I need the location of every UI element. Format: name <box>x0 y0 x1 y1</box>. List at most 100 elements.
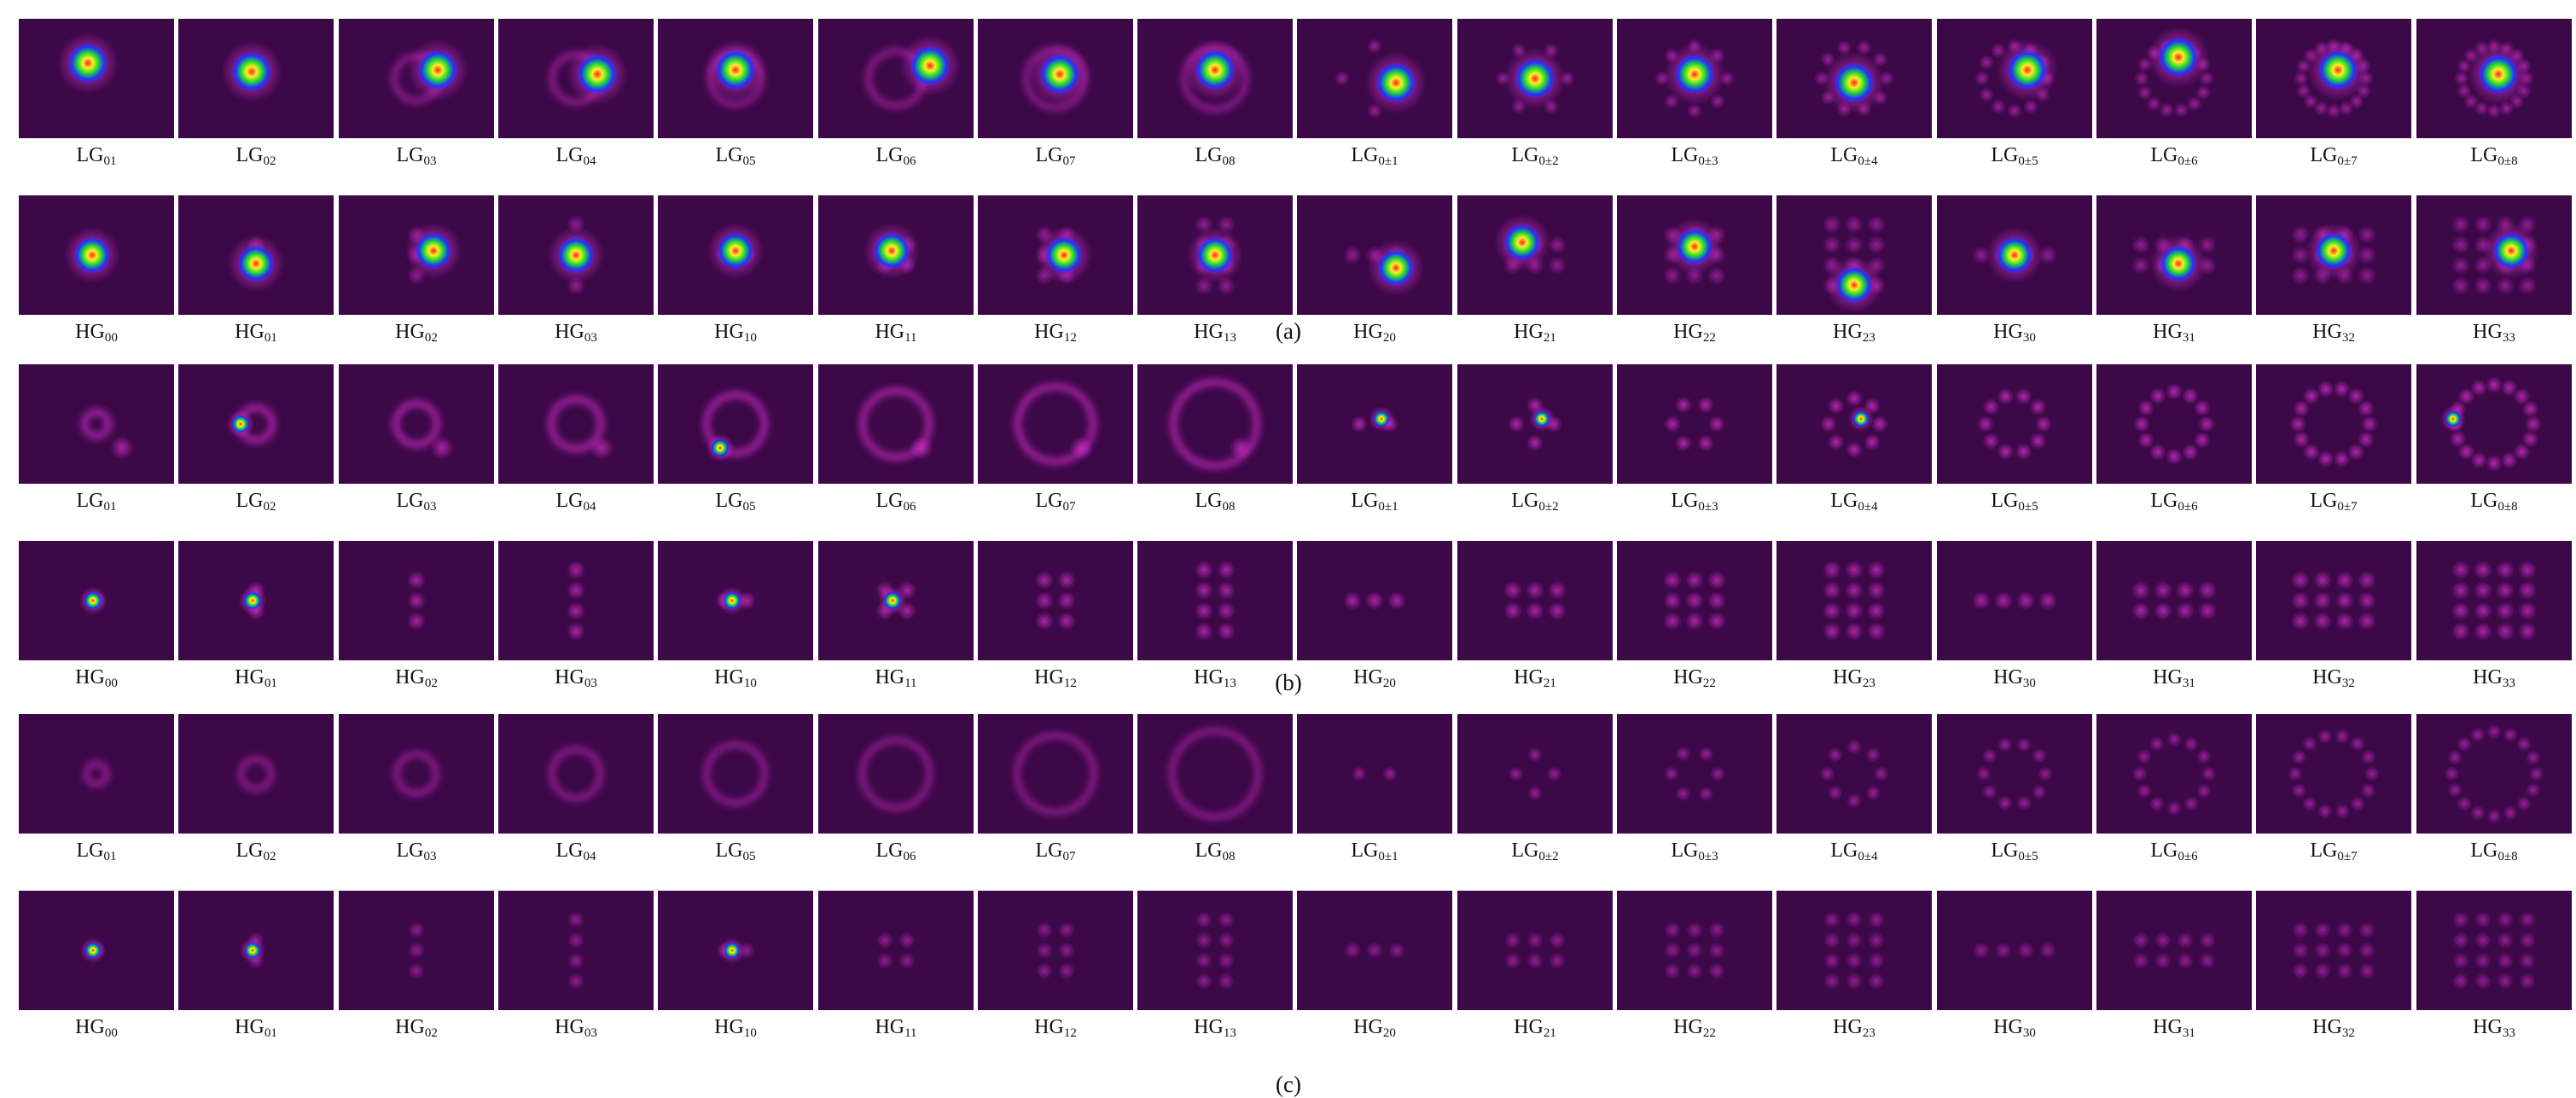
mode-label: HG31 <box>2096 665 2252 695</box>
mode-cell: HG23 <box>1776 891 1932 1041</box>
mode-index: 33 <box>2502 1026 2515 1040</box>
mode-index: 04 <box>583 154 596 168</box>
intensity-image <box>1937 714 2092 834</box>
mode-label: LG0±2 <box>1457 489 1613 519</box>
mode-label: HG13 <box>1137 665 1293 695</box>
mode-label: HG11 <box>818 1015 974 1045</box>
mode-label: HG32 <box>2256 1015 2411 1045</box>
mode-index: 0±6 <box>2178 154 2198 168</box>
intensity-image <box>2416 714 2572 834</box>
mode-label: HG22 <box>1617 1015 1772 1045</box>
mode-index: 05 <box>742 850 756 863</box>
mode-cell: HG21 <box>1457 891 1613 1041</box>
mode-prefix: LG <box>76 839 104 862</box>
mode-index: 06 <box>903 154 916 168</box>
intensity-image <box>498 195 654 315</box>
mode-index: 13 <box>1223 331 1236 345</box>
intensity-image <box>1937 364 2092 484</box>
mode-prefix: LG <box>875 839 904 862</box>
mode-prefix: LG <box>1991 144 2019 166</box>
mode-cell: LG07 <box>978 19 1133 169</box>
mode-prefix: LG <box>2150 839 2178 862</box>
mode-index: 08 <box>1222 850 1236 863</box>
mode-prefix: HG <box>1993 1016 2023 1038</box>
mode-index: 0±2 <box>1538 500 1559 514</box>
mode-index: 04 <box>583 850 596 863</box>
mode-prefix: HG <box>395 1016 425 1038</box>
mode-cell: LG0±8 <box>2416 714 2572 864</box>
mode-cell: HG02 <box>339 195 494 346</box>
mode-prefix: HG <box>75 666 105 688</box>
mode-cell: LG0±5 <box>1937 714 2092 864</box>
mode-index: 23 <box>1862 677 1875 690</box>
mode-index: 20 <box>1382 677 1396 690</box>
mode-label: LG0±8 <box>2416 839 2572 869</box>
mode-label: LG0±6 <box>2096 839 2252 869</box>
mode-prefix: LG <box>1035 839 1063 862</box>
intensity-image <box>2416 364 2572 484</box>
intensity-image <box>1776 891 1932 1010</box>
intensity-image <box>2416 195 2572 315</box>
mode-index: 01 <box>264 677 277 690</box>
mode-cell: HG30 <box>1937 195 2092 346</box>
mode-label: HG02 <box>339 1015 494 1045</box>
mode-prefix: LG <box>396 490 424 512</box>
mode-label: LG0±7 <box>2256 143 2411 173</box>
mode-index: 03 <box>423 154 437 168</box>
mode-prefix: LG <box>1195 839 1223 862</box>
mode-cell: LG0±7 <box>2256 19 2411 169</box>
intensity-image <box>178 541 334 660</box>
mode-label: HG20 <box>1297 320 1452 350</box>
intensity-image <box>2256 19 2411 138</box>
mode-index: 0±3 <box>1698 500 1718 514</box>
mode-label: LG05 <box>658 143 813 173</box>
mode-prefix: HG <box>1514 1016 1544 1038</box>
intensity-image <box>1457 541 1613 660</box>
mode-index: 03 <box>584 677 597 690</box>
mode-cell: HG10 <box>658 891 813 1041</box>
mode-prefix: HG <box>1034 1016 1064 1038</box>
mode-cell: HG10 <box>658 541 813 691</box>
intensity-image <box>658 714 813 834</box>
mode-prefix: LG <box>715 490 743 512</box>
mode-index: 01 <box>264 1026 277 1040</box>
mode-prefix: HG <box>1673 321 1703 343</box>
mode-cell: HG12 <box>978 541 1133 691</box>
mode-prefix: HG <box>555 321 584 343</box>
mode-index: 13 <box>1223 1026 1236 1040</box>
mode-prefix: LG <box>1671 490 1699 512</box>
mode-prefix: LG <box>1035 490 1063 512</box>
mode-label: HG21 <box>1457 320 1613 350</box>
mode-prefix: LG <box>1830 144 1858 166</box>
mode-label: HG23 <box>1776 1015 1932 1045</box>
mode-index: 02 <box>424 331 438 345</box>
mode-prefix: HG <box>2153 1016 2183 1038</box>
intensity-image <box>498 19 654 138</box>
mode-index: 11 <box>904 331 917 345</box>
mode-cell: LG0±3 <box>1617 19 1772 169</box>
mode-row-lg: LG01 LG02 LG03 LG04 LG05 LG06 LG07 LG08 LG0±1 LG0… <box>0 364 2576 514</box>
mode-label: HG20 <box>1297 665 1452 695</box>
mode-label: LG0±8 <box>2416 143 2572 173</box>
mode-label: HG00 <box>19 1015 174 1045</box>
mode-label: LG0±5 <box>1937 839 2092 869</box>
mode-index: 22 <box>1702 1026 1716 1040</box>
mode-index: 33 <box>2502 331 2515 345</box>
mode-cell: HG13 <box>1137 891 1293 1041</box>
mode-prefix: LG <box>715 839 743 862</box>
intensity-image <box>978 541 1133 660</box>
mode-cell: HG11 <box>818 891 974 1041</box>
intensity-image <box>658 195 813 315</box>
mode-index: 08 <box>1222 500 1236 514</box>
mode-prefix: LG <box>1351 839 1379 862</box>
mode-cell: LG0±6 <box>2096 714 2252 864</box>
mode-label: HG03 <box>498 1015 654 1045</box>
intensity-image <box>1297 195 1452 315</box>
mode-label: LG0±3 <box>1617 143 1772 173</box>
mode-index: 0±4 <box>1858 154 1878 168</box>
mode-label: HG02 <box>339 665 494 695</box>
mode-cell: HG32 <box>2256 891 2411 1041</box>
mode-cell: HG30 <box>1937 541 2092 691</box>
mode-index: 05 <box>742 500 756 514</box>
mode-cell: HG22 <box>1617 541 1772 691</box>
